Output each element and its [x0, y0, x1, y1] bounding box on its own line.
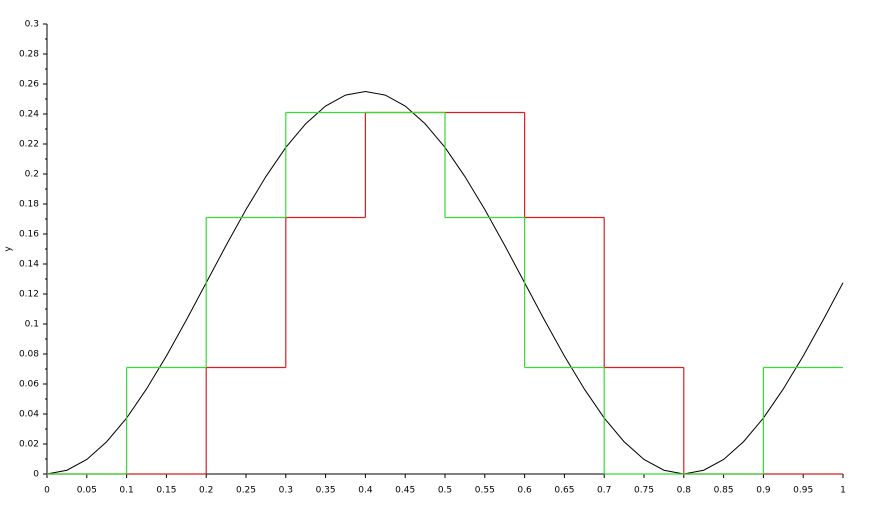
x-tick-label: 0.2 [199, 486, 213, 496]
x-tick-label: 0.8 [677, 486, 692, 496]
x-tick-label: 0.35 [316, 486, 336, 496]
x-tick-label: 0.95 [793, 486, 813, 496]
x-tick-label: 0.1 [119, 486, 133, 496]
y-tick-label: 0.06 [19, 380, 39, 390]
x-tick-label: 0.9 [756, 486, 771, 496]
x-tick-label: 0.5 [438, 486, 452, 496]
y-tick-label: 0.24 [19, 110, 39, 120]
x-tick-label: 0.55 [475, 486, 495, 496]
y-tick-label: 0.3 [25, 20, 39, 30]
y-tick-label: 0 [33, 470, 39, 480]
y-tick-label: 0.12 [19, 290, 39, 300]
x-tick-label: 0.4 [358, 486, 373, 496]
x-tick-label: 0.65 [554, 486, 574, 496]
x-tick-label: 0 [44, 486, 50, 496]
x-tick-label: 0.25 [236, 486, 256, 496]
y-tick-label: 0.1 [25, 320, 39, 330]
y-tick-label: 0.08 [19, 350, 39, 360]
x-tick-label: 0.7 [597, 486, 611, 496]
y-tick-label: 0.28 [19, 50, 39, 60]
x-tick-label: 0.45 [395, 486, 415, 496]
y-tick-label: 0.18 [19, 200, 39, 210]
x-tick-label: 0.3 [279, 486, 293, 496]
y-tick-label: 0.04 [19, 410, 39, 420]
x-tick-label: 0.75 [634, 486, 654, 496]
y-tick-label: 0.2 [25, 170, 39, 180]
y-tick-label: 0.22 [19, 140, 39, 150]
x-tick-label: 1 [840, 486, 846, 496]
x-tick-label: 0.85 [714, 486, 734, 496]
y-tick-label: 0.16 [19, 230, 39, 240]
x-tick-label: 0.05 [77, 486, 97, 496]
x-tick-label: 0.6 [517, 486, 532, 496]
y-tick-label: 0.26 [19, 80, 39, 90]
x-tick-label: 0.15 [156, 486, 176, 496]
y-tick-label: 0.02 [19, 440, 39, 450]
y-tick-label: 0.14 [19, 260, 39, 270]
y-axis-label: y [4, 246, 14, 252]
